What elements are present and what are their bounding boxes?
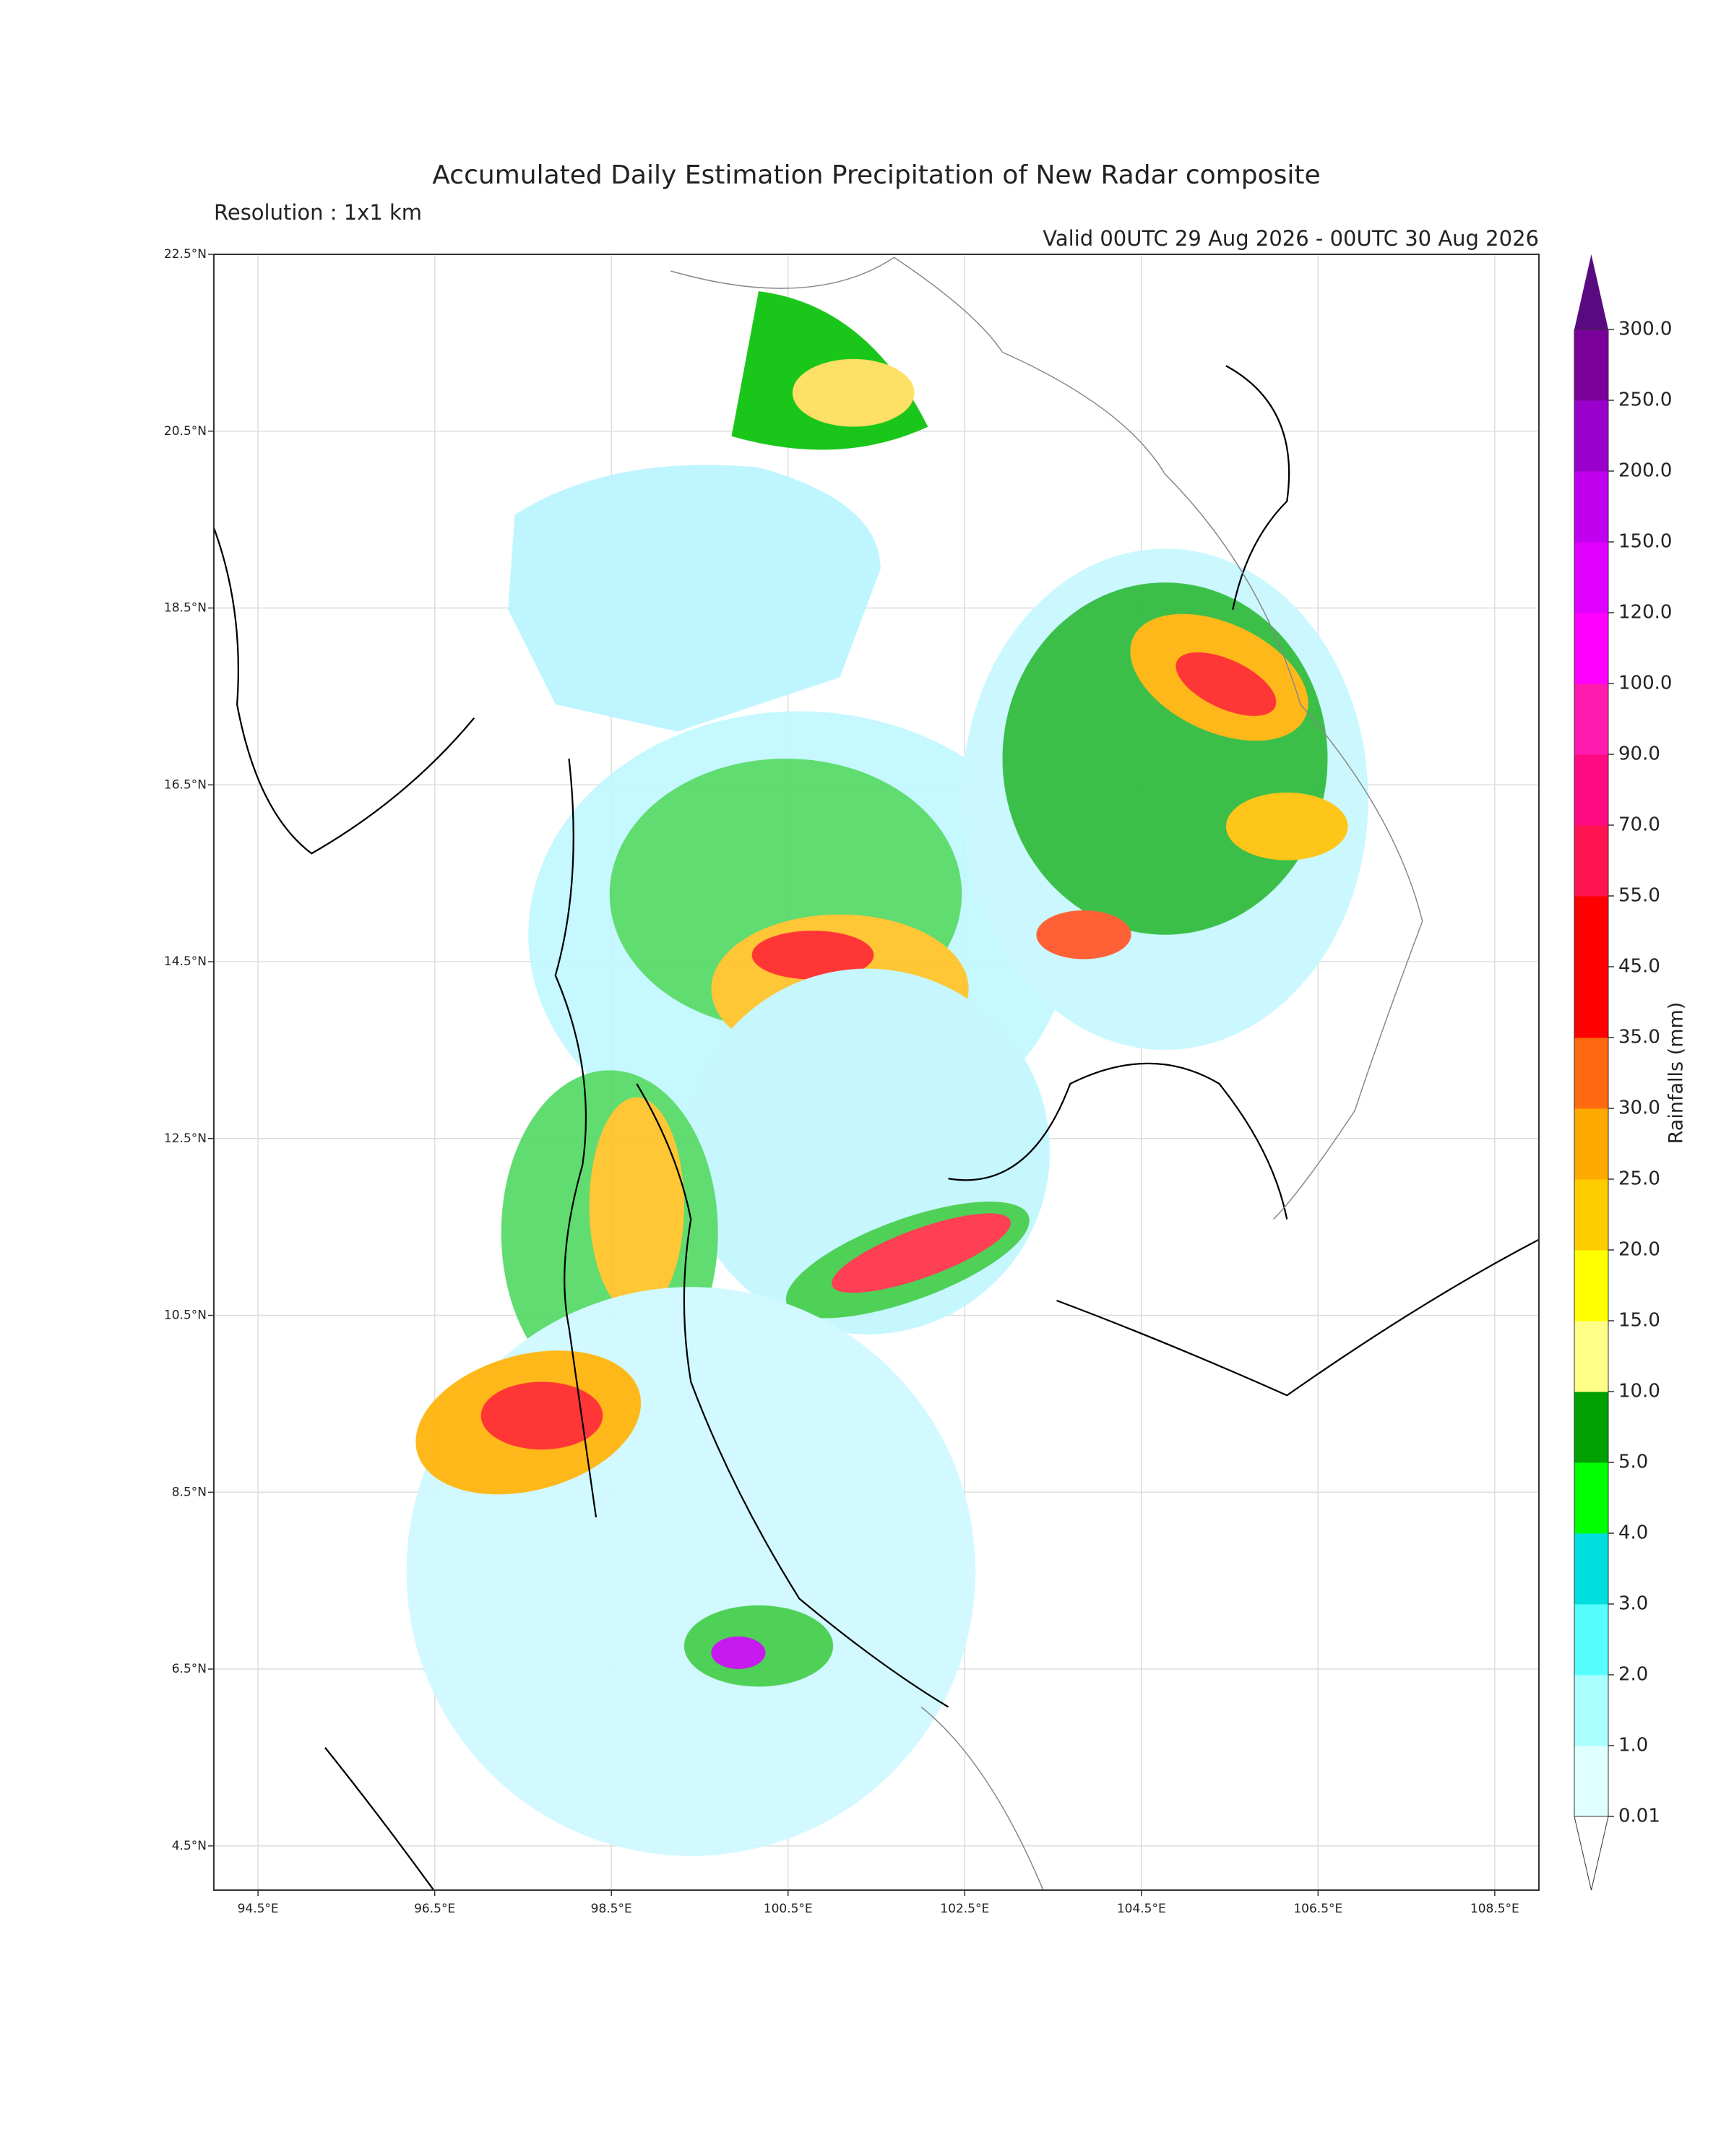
colorbar-tick-label: 1.0 — [1618, 1735, 1648, 1756]
map-layer — [214, 256, 1539, 1890]
coastline — [948, 1062, 1288, 1220]
y-tick-label: 6.5°N — [172, 1662, 207, 1676]
colorbar-segment — [1574, 329, 1608, 401]
x-tick-label: 94.5°E — [238, 1902, 279, 1916]
colorbar-tick-label: 30.0 — [1618, 1098, 1660, 1119]
valid-time: Valid 00UTC 29 Aug 2026 - 00UTC 30 Aug 2… — [1043, 226, 1539, 251]
coastline — [1056, 1238, 1539, 1397]
x-tick-label: 104.5°E — [1117, 1902, 1166, 1916]
colorbar-tick-label: 2.0 — [1618, 1664, 1648, 1686]
coastline — [636, 1083, 949, 1708]
y-tick-label: 18.5°N — [164, 601, 207, 616]
y-tick-label: 12.5°N — [164, 1131, 207, 1146]
radar-echo — [589, 1097, 684, 1314]
colorbar-tick-label: 250.0 — [1618, 389, 1672, 411]
colorbar-segment — [1574, 1533, 1608, 1605]
borders — [670, 256, 1423, 1890]
colorbar-tick-label: 25.0 — [1618, 1168, 1660, 1190]
colorbar-segment — [1574, 967, 1608, 1038]
x-tick-label: 98.5°E — [591, 1902, 632, 1916]
x-tick-label: 106.5°E — [1293, 1902, 1342, 1916]
colorbar-segment — [1574, 1675, 1608, 1746]
colorbar-segment — [1574, 1179, 1608, 1251]
colorbar-tick-label: 90.0 — [1618, 743, 1660, 765]
radar-echo — [751, 931, 874, 980]
colorbar-tick-label: 0.01 — [1618, 1806, 1660, 1827]
colorbar-tick-label: 55.0 — [1618, 885, 1660, 907]
coastline — [324, 1747, 434, 1890]
colorbar: 0.01 1.0 2.0 3.0 4.0 5.0 10.0 15.0 20.0 25.0 30.0 3… — [1574, 254, 1688, 1891]
colorbar-tick-label: 5.0 — [1618, 1452, 1648, 1473]
colorbar-segment — [1574, 1250, 1608, 1321]
y-tick-label: 16.5°N — [164, 777, 207, 792]
colorbar-tick-label: 150.0 — [1618, 531, 1672, 553]
radar-echo — [1176, 652, 1277, 716]
x-tick-label: 100.5°E — [764, 1902, 813, 1916]
colorbar-segment — [1574, 1392, 1608, 1463]
colorbar-segment — [1574, 613, 1608, 684]
colorbar-segment — [1574, 684, 1608, 755]
colorbar-frame — [1574, 329, 1609, 1817]
radar-echo — [1036, 910, 1131, 960]
colorbar-tick-label: 300.0 — [1618, 319, 1672, 340]
radar-field — [406, 291, 1368, 1856]
x-tick-label: 96.5°E — [414, 1902, 455, 1916]
colorbar-segment — [1574, 1108, 1608, 1180]
coastline — [214, 527, 475, 855]
colorbar-segment — [1574, 1321, 1608, 1392]
colorbar-tick-label: 20.0 — [1618, 1239, 1660, 1261]
border — [670, 256, 1423, 1220]
colorbar-segment — [1574, 825, 1608, 897]
radar-echo — [480, 1381, 603, 1450]
colorbar-tick-label: 35.0 — [1618, 1027, 1660, 1048]
radar-echo — [792, 358, 915, 427]
colorbar-tick-label: 200.0 — [1618, 460, 1672, 482]
colorbar-tick-label: 70.0 — [1618, 814, 1660, 836]
x-tick-label: 102.5°E — [940, 1902, 989, 1916]
colorbar-segment — [1574, 471, 1608, 543]
resolution: Resolution : 1x1 km — [214, 200, 422, 225]
colorbar-tick-label: 3.0 — [1618, 1593, 1648, 1615]
y-tick-label: 22.5°N — [164, 247, 207, 262]
colorbar-segment — [1574, 754, 1608, 826]
colorbar-tick-label: 10.0 — [1618, 1381, 1660, 1402]
colorbar-tick-label: 120.0 — [1618, 602, 1672, 624]
colorbar-segment — [1574, 542, 1608, 613]
y-tick-label: 10.5°N — [164, 1308, 207, 1323]
border — [920, 1706, 1044, 1890]
colorbar-segment — [1574, 1604, 1608, 1676]
y-tick-label: 14.5°N — [164, 954, 207, 969]
coastline — [1225, 365, 1290, 610]
coastlines — [214, 365, 1539, 1890]
radar-echo — [508, 465, 881, 732]
radar-echo — [1225, 792, 1348, 861]
colorbar-label: Rainfalls (mm) — [1665, 1002, 1688, 1144]
colorbar-extend-under — [1574, 1816, 1609, 1891]
title: Accumulated Daily Estimation Precipitati… — [432, 160, 1320, 190]
plot-frame — [213, 254, 1540, 1891]
y-tick-label: 20.5°N — [164, 424, 207, 439]
y-tick-label: 8.5°N — [172, 1485, 207, 1499]
colorbar-extend-over — [1574, 254, 1608, 329]
colorbar-tick-label: 100.0 — [1618, 673, 1672, 694]
colorbar-tick-label: 15.0 — [1618, 1310, 1660, 1332]
colorbar-segment — [1574, 400, 1608, 472]
x-tick-label: 108.5°E — [1470, 1902, 1519, 1916]
colorbar-tick-label: 45.0 — [1618, 956, 1660, 978]
colorbar-tick-label: 4.0 — [1618, 1522, 1648, 1544]
colorbar-segment — [1574, 896, 1608, 967]
y-tick-label: 4.5°N — [172, 1839, 207, 1853]
radar-echo — [832, 1213, 1011, 1293]
colorbar-segment — [1574, 1462, 1608, 1534]
colorbar-segment — [1574, 1038, 1608, 1109]
colorbar-segment — [1574, 1746, 1608, 1817]
coastline — [554, 758, 598, 1518]
radar-echo — [711, 1637, 766, 1669]
